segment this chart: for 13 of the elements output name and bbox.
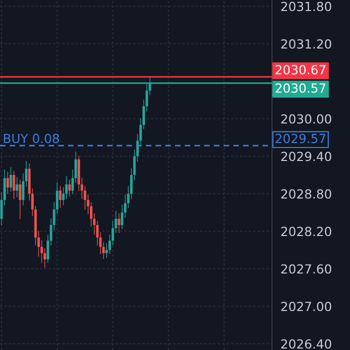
y-tick-label: 2031.20 — [281, 39, 332, 49]
ref-line-label: 2030.57 — [276, 83, 326, 93]
y-tick-label: 2030.00 — [281, 114, 332, 124]
y-tick-label: 2028.20 — [281, 226, 332, 236]
ref-line-label: 2029.57 — [276, 134, 326, 144]
y-tick-label: 2028.80 — [281, 189, 332, 199]
y-tick-label: 2026.40 — [281, 339, 332, 349]
y-tick-label: 2031.80 — [281, 2, 332, 12]
y-tick-label: 2029.40 — [281, 152, 332, 162]
y-tick-label: 2027.00 — [281, 302, 332, 312]
annotation: BUY 0.08 — [4, 134, 60, 144]
y-tick-label: 2027.60 — [281, 264, 332, 274]
ref-line-label: 2030.67 — [276, 65, 326, 74]
